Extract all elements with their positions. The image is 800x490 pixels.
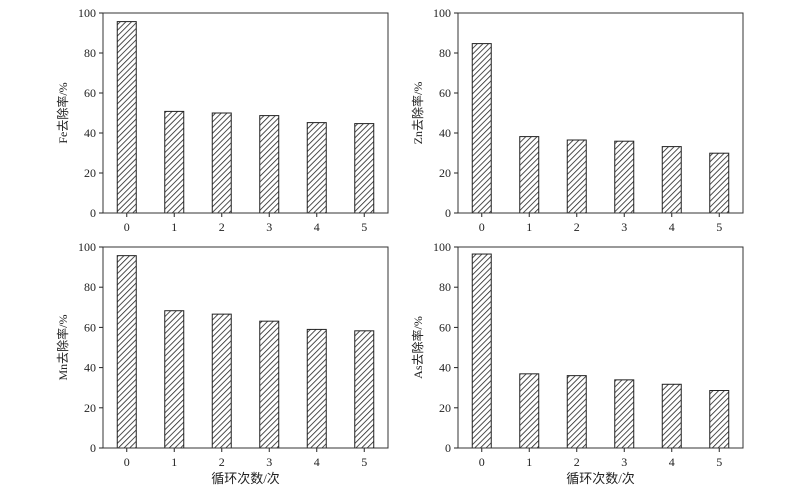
- y-tick-label: 40: [439, 361, 451, 375]
- plot-frame: [457, 246, 744, 449]
- y-tick-label: 100: [433, 6, 451, 20]
- x-tick-label: 5: [716, 220, 722, 234]
- bar: [211, 313, 232, 449]
- bar: [661, 383, 682, 449]
- bar: [661, 146, 682, 214]
- y-tick-label: 40: [84, 361, 96, 375]
- x-tick-label: 5: [361, 220, 367, 234]
- bar: [164, 310, 185, 449]
- y-axis-label: As去除率/%: [410, 316, 425, 379]
- x-tick-label: 1: [526, 220, 532, 234]
- x-tick-label: 4: [314, 455, 320, 469]
- x-tick-label: 5: [716, 455, 722, 469]
- y-tick-label: 80: [84, 280, 96, 294]
- x-tick-label: 1: [526, 455, 532, 469]
- x-tick-label: 5: [361, 455, 367, 469]
- plot-frame: [457, 12, 744, 214]
- bar: [566, 375, 587, 449]
- y-tick-label: 100: [78, 240, 96, 254]
- x-tick-label: 4: [669, 220, 675, 234]
- y-tick-label: 0: [445, 441, 451, 455]
- y-tick-label: 20: [84, 401, 96, 415]
- y-tick-label: 100: [433, 240, 451, 254]
- x-axis-label: 循环次数/次: [566, 471, 635, 486]
- bar: [211, 112, 232, 214]
- x-tick-label: 4: [669, 455, 675, 469]
- x-tick-label: 0: [124, 220, 130, 234]
- y-tick-label: 40: [439, 126, 451, 140]
- bar: [354, 123, 375, 214]
- y-tick-label: 60: [439, 320, 451, 334]
- y-tick-label: 0: [90, 206, 96, 220]
- bar: [116, 21, 137, 214]
- y-tick-label: 20: [439, 166, 451, 180]
- bar: [614, 379, 635, 449]
- y-tick-label: 40: [84, 126, 96, 140]
- x-tick-label: 0: [479, 220, 485, 234]
- y-tick-label: 20: [84, 166, 96, 180]
- x-tick-label: 3: [621, 455, 627, 469]
- y-tick-label: 20: [439, 401, 451, 415]
- x-tick-label: 3: [266, 220, 272, 234]
- x-tick-label: 3: [266, 455, 272, 469]
- y-tick-label: 60: [84, 320, 96, 334]
- x-tick-label: 2: [574, 220, 580, 234]
- plot-frame: [102, 12, 389, 214]
- x-tick-label: 2: [219, 455, 225, 469]
- bar: [164, 110, 185, 214]
- x-tick-label: 1: [171, 220, 177, 234]
- x-tick-label: 0: [124, 455, 130, 469]
- x-tick-label: 1: [171, 455, 177, 469]
- bar: [306, 328, 327, 449]
- x-tick-label: 3: [621, 220, 627, 234]
- x-tick-label: 0: [479, 455, 485, 469]
- bar: [116, 255, 137, 449]
- x-tick-label: 2: [574, 455, 580, 469]
- plot-frame: [102, 246, 389, 449]
- y-tick-label: 100: [78, 6, 96, 20]
- bar: [519, 373, 540, 449]
- bar: [709, 390, 730, 449]
- y-tick-label: 80: [439, 280, 451, 294]
- bar: [306, 122, 327, 214]
- y-axis-label: Mn去除率/%: [55, 314, 70, 380]
- y-tick-label: 0: [445, 206, 451, 220]
- x-axis-label: 循环次数/次: [211, 471, 280, 486]
- y-tick-label: 0: [90, 441, 96, 455]
- x-tick-label: 2: [219, 220, 225, 234]
- bar: [614, 140, 635, 214]
- bar: [354, 330, 375, 449]
- bar: [259, 320, 280, 449]
- bar: [471, 43, 492, 214]
- bar: [259, 115, 280, 214]
- y-axis-label: Fe去除率/%: [55, 82, 70, 143]
- bar: [471, 253, 492, 449]
- y-tick-label: 60: [84, 86, 96, 100]
- y-tick-label: 80: [439, 46, 451, 60]
- y-axis-label: Zn去除率/%: [410, 82, 425, 145]
- y-tick-label: 60: [439, 86, 451, 100]
- x-tick-label: 4: [314, 220, 320, 234]
- bar: [709, 152, 730, 214]
- bar: [566, 139, 587, 214]
- bar: [519, 136, 540, 214]
- y-tick-label: 80: [84, 46, 96, 60]
